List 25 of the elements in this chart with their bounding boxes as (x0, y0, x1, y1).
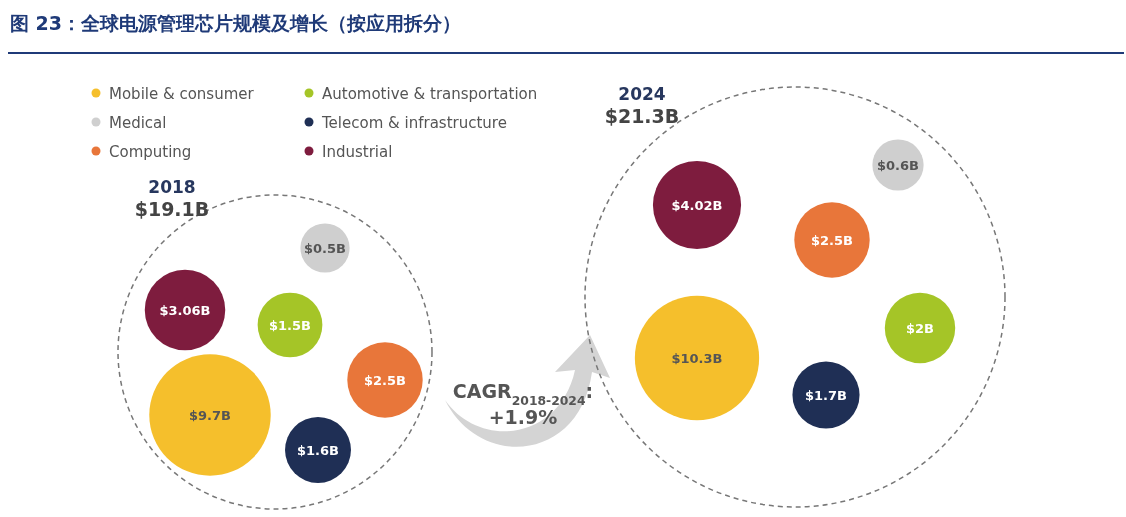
data-label: $3.06B (159, 303, 211, 318)
data-label: $10.3B (671, 351, 723, 366)
legend-label: Industrial (322, 143, 393, 161)
data-label: $0.5B (304, 241, 346, 256)
text: $19.1B (134, 198, 210, 220)
legend-label: Automotive & transportation (322, 85, 538, 103)
legend-label: Medical (109, 114, 167, 132)
category-label: 2024 (618, 84, 666, 104)
category-label: 2018 (148, 177, 196, 197)
legend-label: Mobile & consumer (109, 85, 255, 103)
data-label: $1.7B (805, 388, 847, 403)
legend-label: Computing (109, 143, 192, 161)
data-label: $0.6B (877, 158, 919, 173)
text: +1.9% (488, 406, 558, 428)
legend-label: Telecom & infrastructure (321, 114, 507, 132)
text: 图 23：全球电源管理芯片规模及增长（按应用拆分） (10, 12, 462, 34)
data-label: $1.6B (297, 443, 339, 458)
data-label: $2.5B (364, 373, 406, 388)
data-label: $1.5B (269, 318, 311, 333)
data-label: $4.02B (671, 198, 723, 213)
data-label: $2B (906, 321, 934, 336)
data-label: $2.5B (811, 233, 853, 248)
data-label: $9.7B (189, 408, 231, 423)
text: $21.3B (604, 105, 680, 127)
text: CAGR$_{2018-2024}$: (452, 380, 594, 408)
